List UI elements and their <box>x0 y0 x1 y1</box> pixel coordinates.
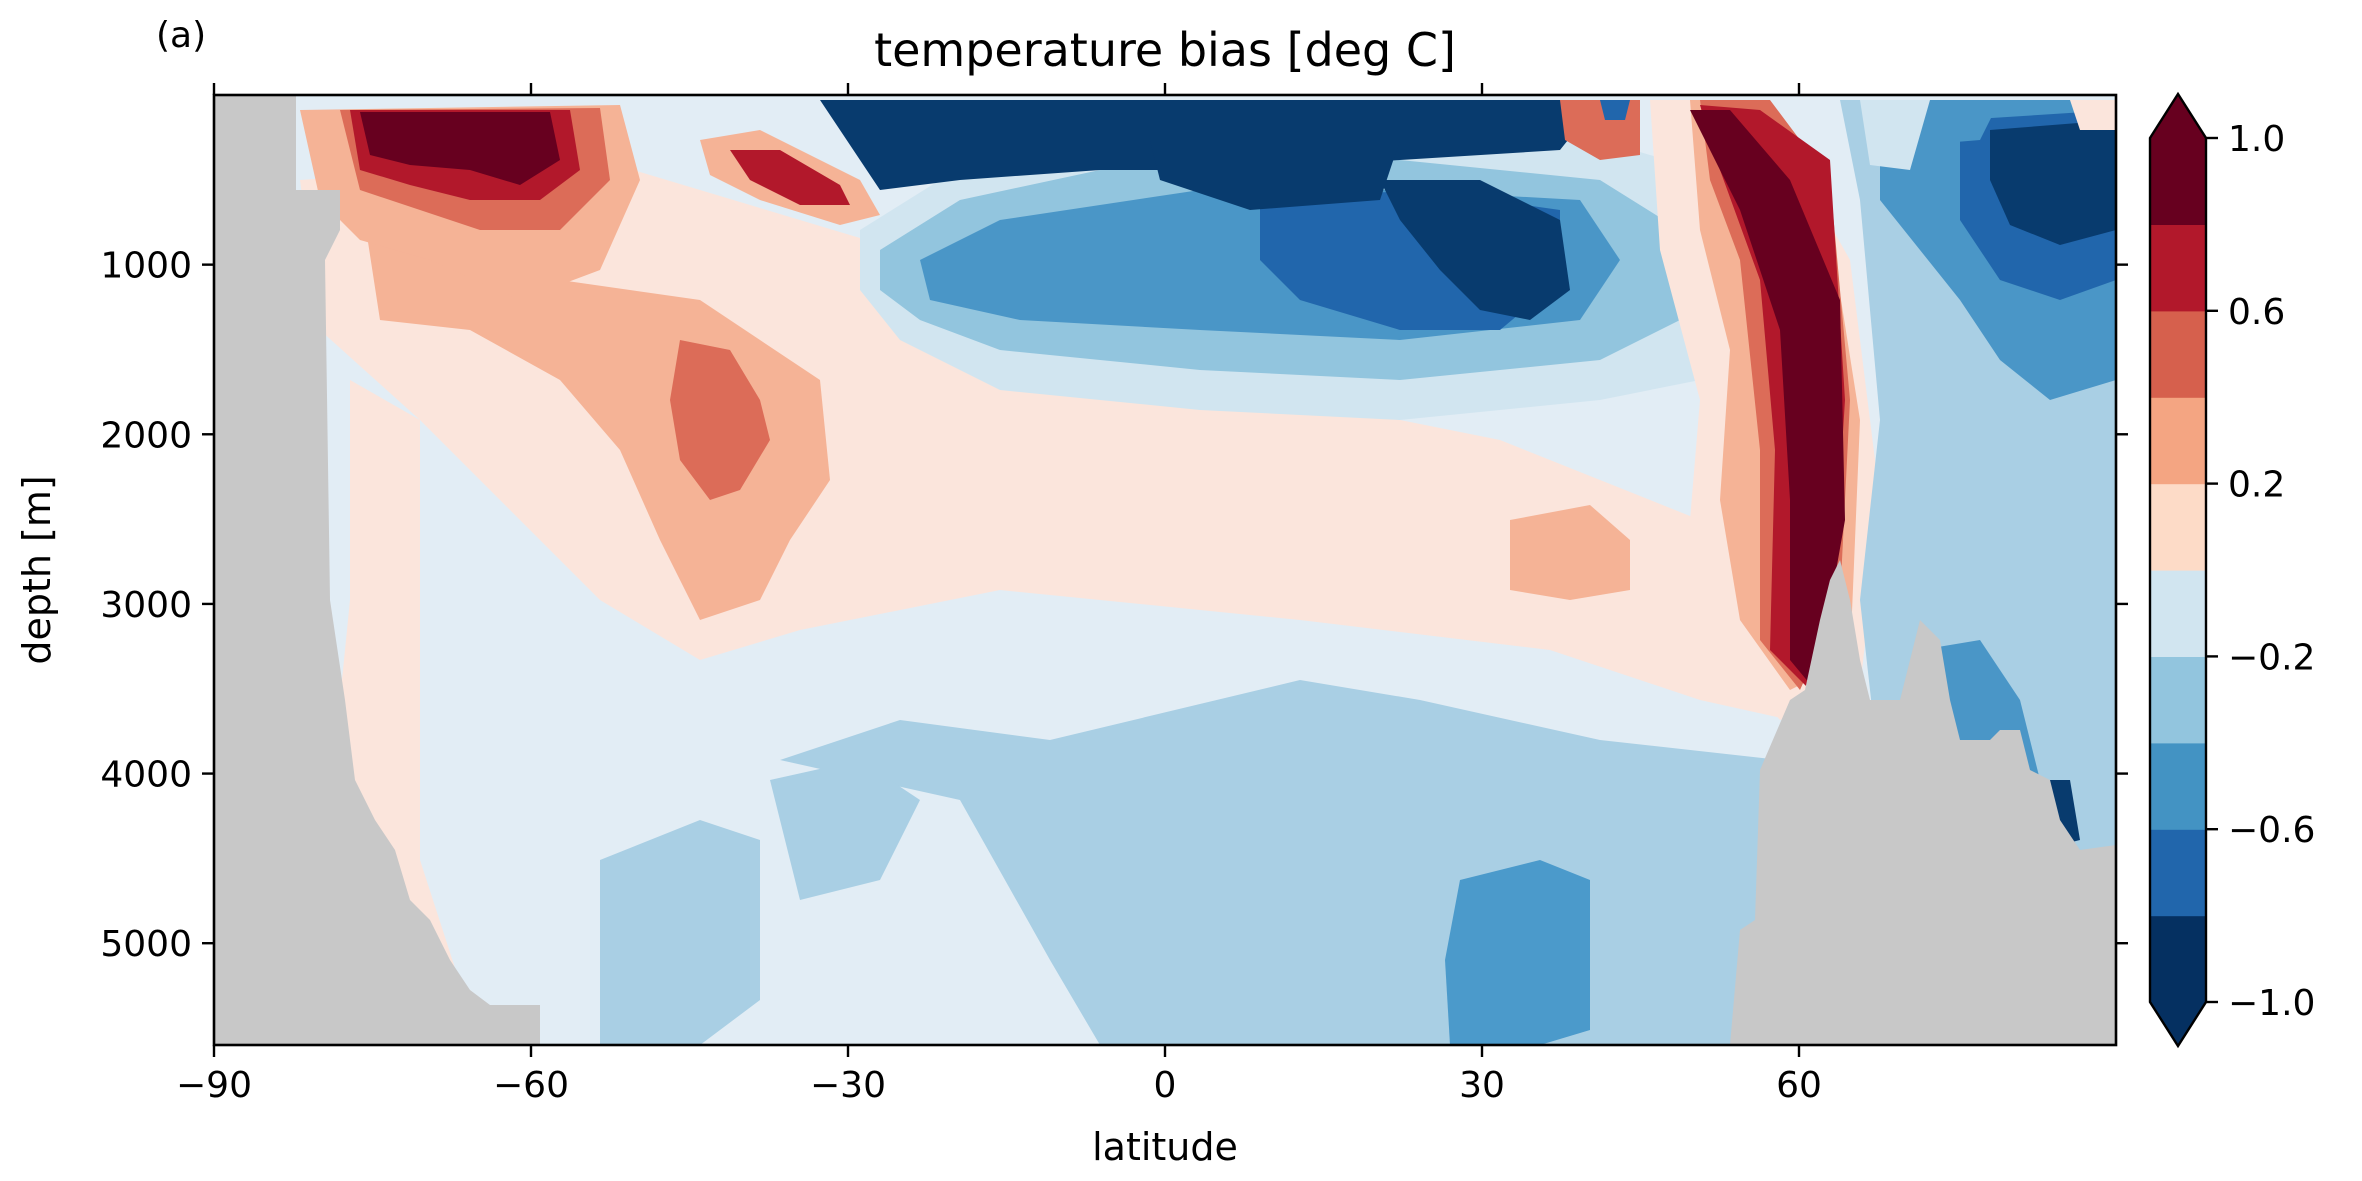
chart-title: temperature bias [deg C] <box>874 23 1456 77</box>
upper-ocean-cold-lens <box>1150 140 1400 210</box>
deep-cool-core <box>1445 860 1590 1045</box>
colorbar-tick-label: 0.2 <box>2228 465 2285 506</box>
arctic-cold-bias <box>1990 120 2116 245</box>
y-axis-label: depth [m] <box>15 475 59 664</box>
colorbar-extend-over <box>2150 94 2206 138</box>
subtropical-warm-patch <box>670 340 770 500</box>
y-tick-label: 2000 <box>100 415 192 456</box>
y-tick-label: 3000 <box>100 585 192 626</box>
colorbar: 1.0 0.6 0.2 −0.2 −0.6 −1.0 <box>2148 91 2315 1049</box>
colorbar-swatch <box>2150 742 2206 830</box>
colorbar-swatch <box>2150 570 2206 657</box>
north-atlantic-warm-plume <box>1690 110 1845 690</box>
subtropical-warm-patch-outer <box>360 190 830 620</box>
colorbar-swatch <box>2150 224 2206 312</box>
southern-land <box>214 95 540 1045</box>
arctic-warm-spot <box>2070 100 2116 130</box>
plot-area <box>214 95 2116 1045</box>
x-axis-label: latitude <box>1092 1125 1238 1169</box>
x-tick-label: −90 <box>176 1065 252 1106</box>
colorbar-swatch <box>2150 915 2206 1003</box>
colorbar-tick-label: −0.6 <box>2228 810 2315 851</box>
north-subpolar-cool-spot <box>1600 100 1630 120</box>
deep-cool-patch-south <box>600 820 760 1045</box>
southern-warm-lobe <box>360 112 560 185</box>
southern-warm-spot <box>730 150 850 205</box>
colorbar-swatch <box>2150 483 2206 571</box>
colorbar-tick-label: 1.0 <box>2228 119 2285 160</box>
x-tick-label: 60 <box>1776 1065 1822 1106</box>
deep-cool-patch-south-2 <box>770 760 920 900</box>
x-tick-label: 30 <box>1459 1065 1505 1106</box>
colorbar-tick-label: −0.2 <box>2228 637 2315 678</box>
colorbar-swatch <box>2150 656 2206 744</box>
colorbar-swatch <box>2150 397 2206 485</box>
arctic-surface-light <box>1860 100 1930 170</box>
y-tick-label: 5000 <box>100 924 192 965</box>
colorbar-extend-under <box>2150 1002 2206 1046</box>
colorbar-swatch <box>2150 310 2206 398</box>
north-subtropical-warm-patch <box>1510 505 1630 600</box>
northern-ridge <box>1730 560 2116 1045</box>
axis-ticks: −90 −60 −30 0 30 60 1000 2000 3000 4000 5000 <box>100 83 2128 1106</box>
y-tick-label: 4000 <box>100 755 192 796</box>
colorbar-tick-label: −1.0 <box>2228 983 2315 1024</box>
upper-ocean-cold-core <box>1380 180 1570 320</box>
y-tick-label: 1000 <box>100 246 192 287</box>
colorbar-swatch <box>2150 138 2206 225</box>
colorbar-swatch <box>2150 829 2206 917</box>
panel-label: (a) <box>156 15 206 56</box>
x-tick-label: −60 <box>493 1065 569 1106</box>
colorbar-tick-label: 0.6 <box>2228 292 2285 333</box>
x-tick-label: 0 <box>1154 1065 1177 1106</box>
x-tick-label: −30 <box>810 1065 886 1106</box>
